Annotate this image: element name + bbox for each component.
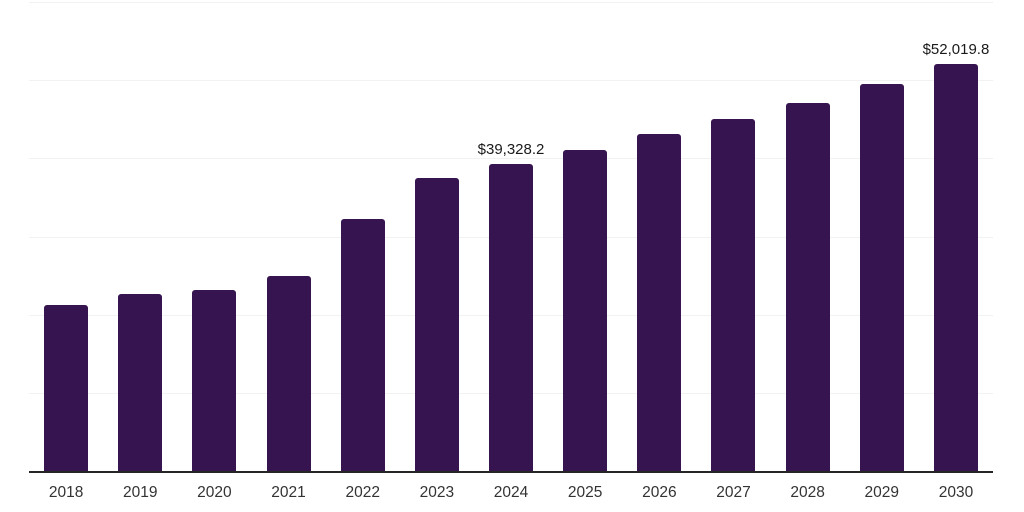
x-tick-label-2021: 2021 <box>271 484 306 501</box>
bar-2029 <box>859 84 904 471</box>
bar-slot-2026 <box>622 2 696 471</box>
bar-slot-2030: $52,019.8 <box>919 2 993 471</box>
bar-2024 <box>489 163 534 471</box>
bar-2020 <box>192 290 237 471</box>
x-tick-label-2025: 2025 <box>567 484 603 501</box>
bar-slot-2025 <box>548 2 622 471</box>
x-tick-label-2026: 2026 <box>642 484 677 501</box>
x-tick-label-2019: 2019 <box>122 484 158 501</box>
x-tick-label-2022: 2022 <box>345 484 380 501</box>
bar-slot-2020 <box>177 2 251 471</box>
bar-slot-2027 <box>696 2 770 471</box>
bar-2030 <box>933 64 978 471</box>
x-tick-label-2029: 2029 <box>864 484 900 501</box>
data-label-2030: $52,019.8 <box>922 41 990 59</box>
bar-2023 <box>414 177 459 471</box>
bar-slot-2024: $39,328.2 <box>474 2 548 471</box>
gridline-50000 <box>29 80 993 82</box>
x-tick-label-2023: 2023 <box>419 484 455 501</box>
bar-slot-2021 <box>251 2 325 471</box>
bar-slot-2018 <box>29 2 103 471</box>
bar-2018 <box>44 305 89 471</box>
bar-2025 <box>563 149 608 471</box>
x-tick-label-2030: 2030 <box>938 484 974 501</box>
bar-2028 <box>785 102 830 471</box>
bar-2022 <box>340 219 385 471</box>
bar-2019 <box>118 294 163 471</box>
x-tick-label-2018: 2018 <box>48 484 84 501</box>
bar-2027 <box>711 119 756 471</box>
bar-2021 <box>266 275 311 471</box>
bar-slot-2023 <box>400 2 474 471</box>
x-axis-labels: 2018 2019 2020 2021 2022 2023 2024 2025 2026 2027… <box>29 484 993 502</box>
bar-2026 <box>637 134 682 471</box>
x-tick-label-2024: 2024 <box>493 484 529 501</box>
bar-slot-2029 <box>845 2 919 471</box>
bars: $39,328.2 $52,019.8 <box>29 2 993 471</box>
bar-slot-2019 <box>103 2 177 471</box>
plot-area: $39,328.2 $52,019.8 <box>29 2 993 473</box>
x-tick-label-2027: 2027 <box>716 484 751 501</box>
x-tick-label-2020: 2020 <box>197 484 232 501</box>
gridline-60000 <box>29 2 993 3</box>
data-label-2024: $39,328.2 <box>477 140 545 158</box>
x-tick-label-2028: 2028 <box>790 484 825 501</box>
gridline-40000 <box>29 158 993 160</box>
bar-slot-2022 <box>326 2 400 471</box>
bar-slot-2028 <box>771 2 845 471</box>
